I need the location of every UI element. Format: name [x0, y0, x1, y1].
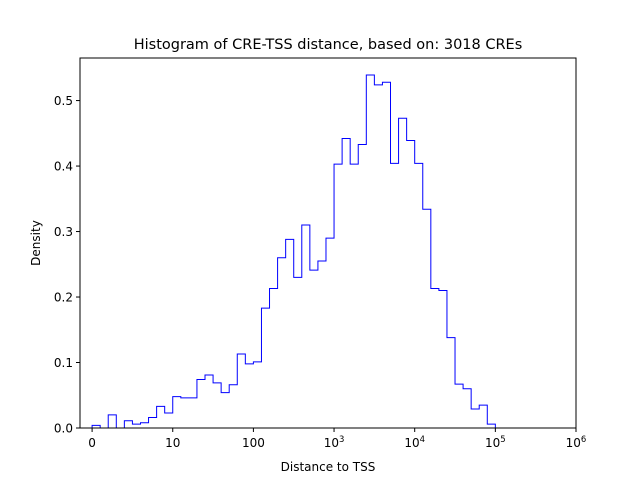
histogram-bin: [302, 225, 310, 428]
histogram-bin: [358, 144, 366, 428]
histogram-bin: [229, 385, 237, 428]
histogram-bin: [157, 406, 165, 428]
y-tick-label: 0.0: [54, 422, 73, 436]
histogram-bin: [205, 375, 213, 428]
histogram-bin: [253, 362, 261, 428]
histogram-bin: [415, 163, 423, 428]
y-axis-label: Density: [29, 220, 43, 266]
histogram-bin: [261, 308, 269, 428]
histogram-bin: [423, 209, 431, 428]
x-tick-label: 100: [242, 436, 265, 450]
histogram-bin: [181, 398, 189, 428]
histogram-bin: [471, 409, 479, 428]
histogram-bin: [366, 75, 374, 428]
plot-frame: [79, 57, 577, 429]
histogram-bin: [382, 82, 390, 428]
histogram-bin: [479, 405, 487, 428]
y-axis-ticks: 0.0 0.1 0.2 0.3 0.4 0.5: [54, 94, 80, 436]
y-tick-label: 0.2: [54, 291, 73, 305]
histogram-bin: [439, 290, 447, 428]
histogram-outline: [91, 74, 496, 429]
histogram-bin: [132, 424, 140, 428]
histogram-bin: [334, 164, 342, 428]
histogram-bin: [463, 389, 471, 428]
histogram-bin: [221, 393, 229, 428]
histogram-bin: [487, 424, 495, 428]
y-tick-label: 0.3: [54, 225, 73, 239]
histogram-bin: [342, 139, 350, 428]
histogram-bin: [140, 423, 148, 428]
histogram-bin: [294, 277, 302, 428]
histogram-bin: [447, 338, 455, 428]
histogram-bin: [245, 364, 253, 428]
x-tick-label: 103: [324, 435, 345, 450]
histogram-bin: [326, 238, 334, 428]
histogram-bin: [318, 261, 326, 428]
histogram-bin: [350, 164, 358, 428]
histogram-bin: [197, 380, 205, 428]
histogram-bin: [173, 397, 181, 428]
chart-title: Histogram of CRE-TSS distance, based on:…: [134, 37, 523, 53]
x-tick-label: 106: [566, 435, 587, 450]
histogram-bars: [91, 74, 496, 429]
histogram-bin: [374, 85, 382, 428]
histogram-bin: [278, 258, 286, 428]
histogram-bin: [237, 354, 245, 428]
histogram-bin: [399, 118, 407, 428]
histogram-bin: [455, 384, 463, 428]
histogram-bin: [165, 413, 173, 428]
histogram-bin: [189, 398, 197, 428]
histogram-bin: [310, 270, 318, 428]
x-axis-label: Distance to TSS: [281, 460, 376, 474]
histogram-bin: [270, 289, 278, 428]
histogram-bin: [431, 289, 439, 428]
x-tick-label: 105: [485, 435, 506, 450]
x-tick-label: 104: [404, 435, 425, 450]
histogram-bin: [108, 415, 116, 428]
histogram-bin: [213, 383, 221, 428]
y-tick-label: 0.5: [54, 94, 73, 108]
x-tick-label: 0: [88, 436, 96, 450]
x-axis-ticks: 0 10 100 103 104 105 106: [88, 428, 586, 450]
y-tick-label: 0.1: [54, 356, 73, 370]
x-tick-label: 10: [165, 436, 180, 450]
histogram-bin: [124, 421, 132, 428]
histogram-bin: [149, 418, 157, 428]
plot-background: [80, 58, 576, 428]
histogram-bin: [391, 163, 399, 428]
y-tick-label: 0.4: [54, 160, 73, 174]
histogram-bin: [407, 141, 415, 428]
histogram-bin: [286, 239, 294, 428]
